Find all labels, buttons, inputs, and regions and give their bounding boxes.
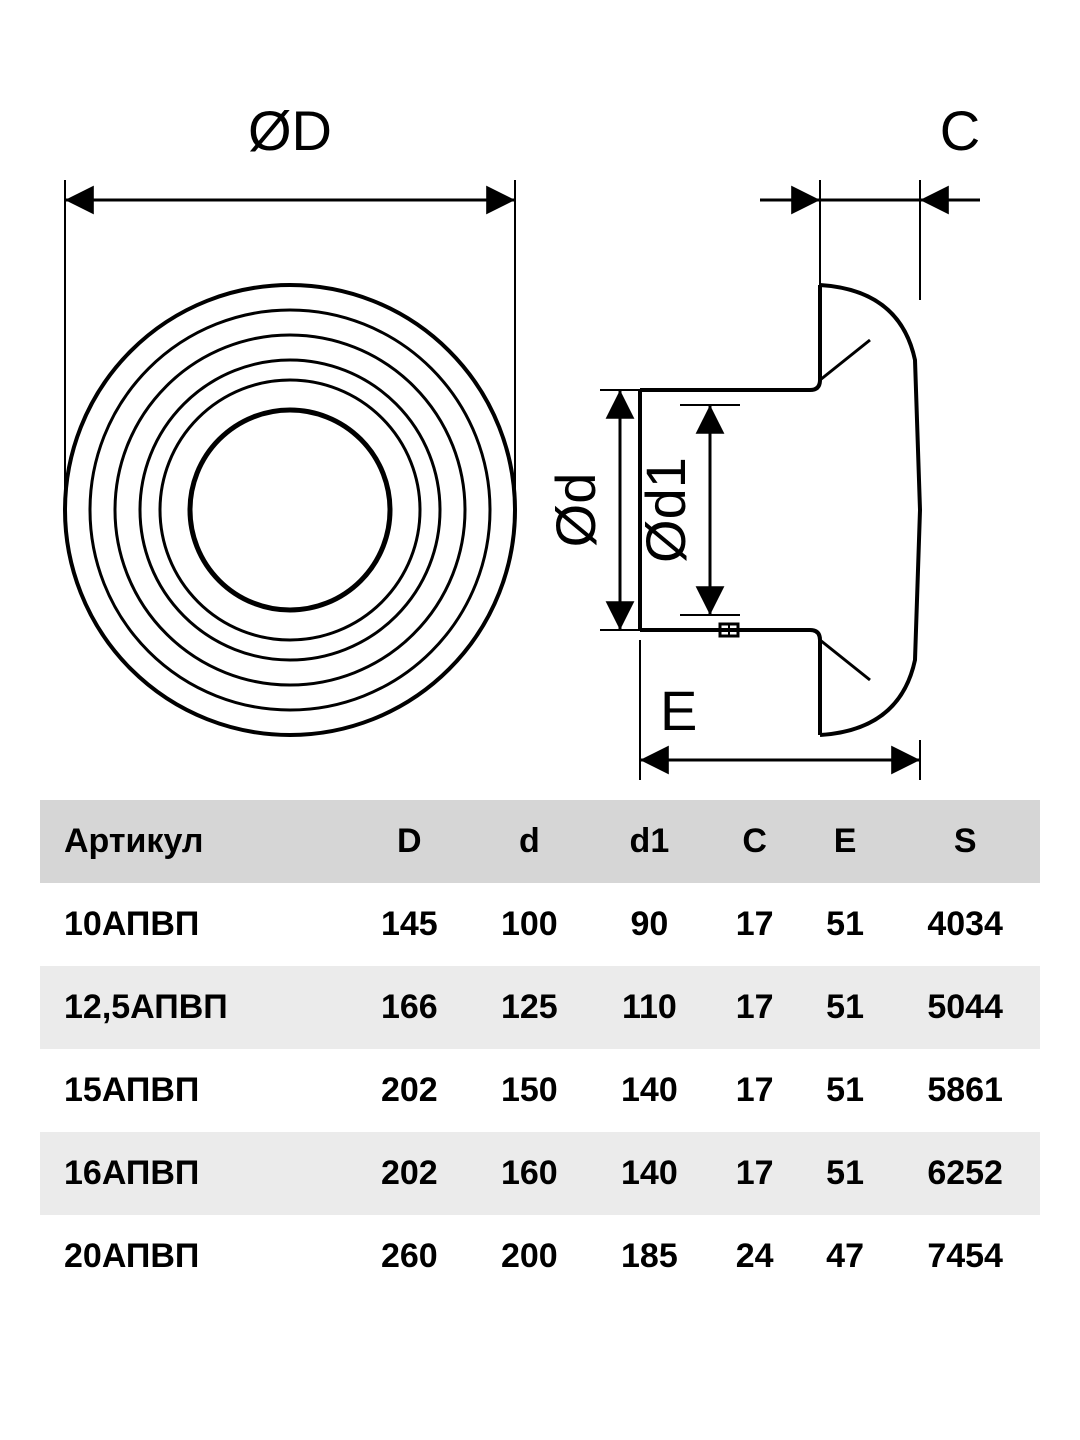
cell: 125 <box>469 966 589 1049</box>
cell: 185 <box>589 1215 709 1298</box>
table-row: 12,5АПВП 166 125 110 17 51 5044 <box>40 966 1040 1049</box>
cell: 166 <box>349 966 469 1049</box>
cell: 51 <box>800 966 890 1049</box>
label-D: ØD <box>248 99 332 162</box>
label-d: Ød <box>544 473 607 548</box>
label-d1: Ød1 <box>634 457 697 563</box>
label-C: C <box>940 99 980 162</box>
cell: 5861 <box>890 1049 1040 1132</box>
table-row: 16АПВП 202 160 140 17 51 6252 <box>40 1132 1040 1215</box>
cell: 17 <box>709 1132 799 1215</box>
cell: 16АПВП <box>40 1132 349 1215</box>
dimension-C: C <box>760 99 980 300</box>
diagram-svg: ØD C <box>40 40 1040 800</box>
cell: 140 <box>589 1132 709 1215</box>
col-article: Артикул <box>40 800 349 883</box>
cell: 5044 <box>890 966 1040 1049</box>
cell: 200 <box>469 1215 589 1298</box>
spec-table: Артикул D d d1 C E S 10АПВП 145 100 90 1… <box>40 800 1040 1298</box>
col-E: E <box>800 800 890 883</box>
cell: 15АПВП <box>40 1049 349 1132</box>
table-row: 15АПВП 202 150 140 17 51 5861 <box>40 1049 1040 1132</box>
col-d: d <box>469 800 589 883</box>
col-D: D <box>349 800 469 883</box>
cell: 160 <box>469 1132 589 1215</box>
table-row: 10АПВП 145 100 90 17 51 4034 <box>40 883 1040 966</box>
cell: 202 <box>349 1132 469 1215</box>
cell: 150 <box>469 1049 589 1132</box>
cell: 4034 <box>890 883 1040 966</box>
cell: 51 <box>800 1049 890 1132</box>
cell: 90 <box>589 883 709 966</box>
cell: 51 <box>800 1132 890 1215</box>
col-d1: d1 <box>589 800 709 883</box>
page-root: ØD C <box>0 0 1080 1440</box>
cell: 20АПВП <box>40 1215 349 1298</box>
cell: 100 <box>469 883 589 966</box>
cell: 17 <box>709 1049 799 1132</box>
dimension-d1: Ød1 <box>634 405 740 615</box>
cell: 145 <box>349 883 469 966</box>
cell: 260 <box>349 1215 469 1298</box>
cell: 24 <box>709 1215 799 1298</box>
col-C: C <box>709 800 799 883</box>
table-header-row: Артикул D d d1 C E S <box>40 800 1040 883</box>
cell: 17 <box>709 966 799 1049</box>
cell: 17 <box>709 883 799 966</box>
dimension-D: ØD <box>65 99 515 510</box>
table-row: 20АПВП 260 200 185 24 47 7454 <box>40 1215 1040 1298</box>
dimension-E: E <box>640 640 920 780</box>
cell: 47 <box>800 1215 890 1298</box>
cell: 51 <box>800 883 890 966</box>
cell: 6252 <box>890 1132 1040 1215</box>
spec-table-wrap: Артикул D d d1 C E S 10АПВП 145 100 90 1… <box>40 800 1040 1298</box>
technical-diagram: ØD C <box>40 40 1040 800</box>
label-E: E <box>660 679 697 742</box>
cell: 110 <box>589 966 709 1049</box>
cell: 140 <box>589 1049 709 1132</box>
cell: 7454 <box>890 1215 1040 1298</box>
col-S: S <box>890 800 1040 883</box>
cell: 12,5АПВП <box>40 966 349 1049</box>
front-view <box>65 285 515 735</box>
cell: 10АПВП <box>40 883 349 966</box>
cell: 202 <box>349 1049 469 1132</box>
